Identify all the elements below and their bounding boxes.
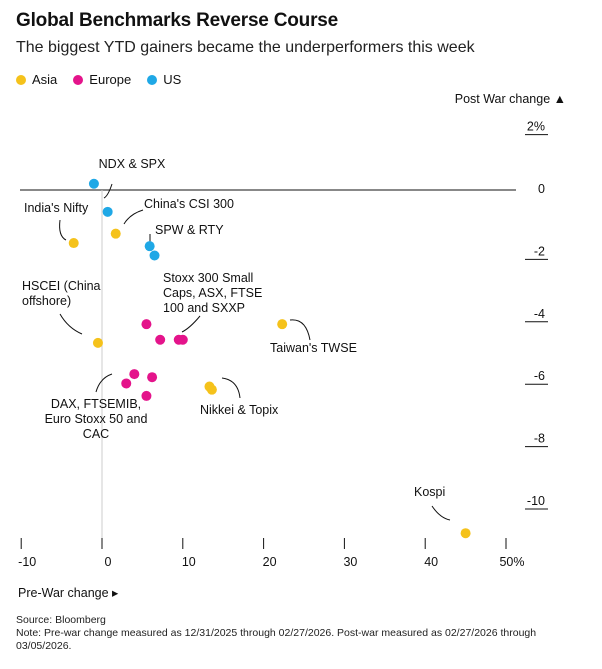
legend-item-asia: Asia bbox=[16, 72, 57, 87]
annotation-taiwan-s-twse: Taiwan's TWSE bbox=[270, 341, 357, 355]
annotation-arrow bbox=[221, 377, 241, 399]
chart-title: Global Benchmarks Reverse Course bbox=[16, 10, 339, 31]
annotation-india-s-nifty: India's Nifty bbox=[24, 201, 89, 215]
annotation-stoxx-300-small-caps-asx-ftse-100-and-sxxp: 100 and SXXP bbox=[163, 301, 245, 315]
annotation-arrow bbox=[123, 209, 144, 225]
annotation-arrow bbox=[181, 315, 201, 333]
point-us bbox=[88, 178, 99, 189]
annotation-stoxx-300-small-caps-asx-ftse-100-and-sxxp: Stoxx 300 Small bbox=[163, 271, 253, 285]
legend-swatch-europe bbox=[73, 74, 84, 85]
annotation-arrow bbox=[431, 505, 451, 521]
annotation-ndx-spx: NDX & SPX bbox=[99, 157, 166, 171]
legend-label-asia: Asia bbox=[32, 72, 58, 87]
x-tick-label: 50% bbox=[499, 555, 524, 569]
y-tick-label: -4 bbox=[534, 307, 545, 321]
y-tick-label: -6 bbox=[534, 369, 545, 383]
point-asia bbox=[68, 238, 79, 249]
point-us bbox=[102, 206, 113, 217]
x-axis-title: Pre-War change ▸ bbox=[18, 586, 119, 600]
scatter-plot: 2% 0 -2 -4 -6 -8 -10 -10 0 10 20 30 40 50% NDX & SPX In… bbox=[18, 120, 548, 569]
point-europe bbox=[129, 369, 140, 380]
legend-item-us: US bbox=[147, 72, 181, 87]
point-asia bbox=[206, 384, 217, 395]
x-tick-label: 40 bbox=[424, 555, 438, 569]
annotation-arrow bbox=[289, 319, 311, 341]
legend: Asia Europe US bbox=[16, 72, 181, 87]
annotation-arrow bbox=[95, 373, 113, 393]
annotation-kospi: Kospi bbox=[414, 485, 445, 499]
legend-label-europe: Europe bbox=[89, 72, 132, 87]
x-tick-label: 10 bbox=[182, 555, 196, 569]
x-tick-label: 30 bbox=[343, 555, 357, 569]
y-tick-label: -10 bbox=[527, 494, 545, 508]
annotation-dax-ftsemib-euro-stoxx-50-and-cac: Euro Stoxx 50 and bbox=[45, 412, 148, 426]
annotation-hscei-china-offshore: HSCEI (China bbox=[22, 279, 101, 293]
annotation-arrow bbox=[103, 183, 113, 199]
legend-item-europe: Europe bbox=[73, 72, 131, 87]
point-europe bbox=[147, 372, 158, 383]
y-tick-label: -8 bbox=[534, 432, 545, 446]
y-tick-label: -2 bbox=[534, 244, 545, 258]
methodology-note: Note: Pre-war change measured as 12/31/2… bbox=[16, 627, 537, 652]
annotation-dax-ftsemib-euro-stoxx-50-and-cac: DAX, FTSEMIB, bbox=[51, 397, 141, 411]
point-us bbox=[149, 250, 160, 261]
annotation-arrow bbox=[59, 313, 83, 335]
chart-subtitle: The biggest YTD gainers became the under… bbox=[16, 39, 475, 56]
point-asia bbox=[460, 528, 471, 539]
annotation-stoxx-300-small-caps-asx-ftse-100-and-sxxp: Caps, ASX, FTSE bbox=[163, 286, 262, 300]
annotation-spw-rty: SPW & RTY bbox=[155, 223, 224, 237]
x-tick-label: -10 bbox=[18, 555, 36, 569]
y-axis-title: Post War change ▲ bbox=[454, 92, 566, 106]
annotation-dax-ftsemib-euro-stoxx-50-and-cac: CAC bbox=[83, 427, 109, 441]
point-us bbox=[144, 241, 155, 252]
annotation-hscei-china-offshore: offshore) bbox=[22, 294, 71, 308]
annotation-china-s-csi-300: China's CSI 300 bbox=[144, 197, 234, 211]
point-asia bbox=[92, 337, 103, 348]
annotation-arrow bbox=[59, 219, 67, 241]
footer: Source: Bloomberg Note: Pre-war change m… bbox=[16, 614, 546, 653]
point-asia bbox=[277, 319, 288, 330]
point-europe bbox=[155, 334, 166, 345]
point-asia bbox=[110, 228, 121, 239]
point-europe bbox=[141, 319, 152, 330]
y-tick-label: 2% bbox=[527, 120, 545, 134]
legend-swatch-asia bbox=[16, 74, 26, 85]
point-europe bbox=[141, 390, 152, 401]
x-tick-label: 20 bbox=[263, 555, 277, 569]
legend-label-us: US bbox=[163, 72, 182, 87]
point-europe bbox=[177, 334, 188, 345]
x-tick-label: 0 bbox=[105, 555, 112, 569]
y-tick-label: 0 bbox=[538, 182, 545, 196]
source-note: Source: Bloomberg bbox=[16, 614, 106, 626]
point-europe bbox=[121, 378, 132, 389]
legend-swatch-us bbox=[147, 74, 158, 85]
annotation-nikkei-topix: Nikkei & Topix bbox=[200, 403, 279, 417]
